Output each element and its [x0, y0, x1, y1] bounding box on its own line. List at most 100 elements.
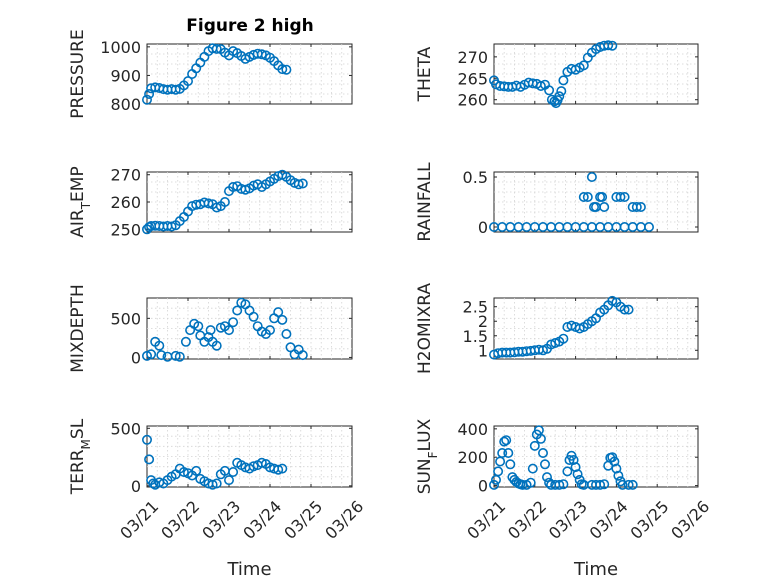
data-point — [170, 84, 181, 95]
data-point — [558, 333, 569, 344]
data-point — [635, 202, 646, 213]
x-tick-label: 03/22 — [504, 497, 550, 543]
data-point — [256, 457, 267, 468]
data-point — [572, 469, 583, 480]
data-point — [180, 336, 191, 347]
data-point — [611, 463, 622, 474]
subplot-4: 0 0.5 RAINFALL — [415, 162, 699, 242]
data-point — [211, 43, 222, 54]
data-point — [273, 307, 284, 318]
data-point — [544, 85, 555, 96]
data-point — [570, 462, 581, 473]
y-tick-label: 1000 — [100, 38, 141, 57]
x-tick-label: 03/23 — [545, 497, 591, 543]
data-point — [558, 75, 569, 86]
data-point — [297, 350, 308, 361]
data-point — [529, 440, 540, 451]
y-axis-label: MIXDEPTH — [68, 284, 88, 373]
y-tick-label: 260 — [110, 193, 141, 212]
subplot-grid: 800 900 1000 PRESSURE 260 265 270 THETA 25026027… — [68, 29, 713, 580]
data-point — [554, 479, 565, 490]
x-tick-label: 03/25 — [280, 497, 326, 543]
data-point — [643, 222, 654, 233]
data-point — [603, 40, 614, 51]
data-point — [277, 463, 288, 474]
data-point — [597, 192, 608, 203]
data-point — [631, 202, 642, 213]
data-point — [488, 479, 499, 490]
y-axis-label: THETA — [415, 46, 435, 102]
data-point — [211, 340, 222, 351]
subplot-3: 250 260 270 AIRTEMP — [68, 166, 353, 239]
data-point — [224, 475, 235, 486]
data-point — [599, 479, 610, 490]
y-tick-label: 1 — [478, 341, 488, 360]
data-point — [156, 350, 167, 361]
data-point — [599, 202, 610, 213]
y-tick-label: 500 — [110, 309, 141, 328]
y-tick-label: 200 — [457, 448, 488, 467]
data-point — [224, 325, 235, 336]
x-tick-label: 03/23 — [198, 497, 244, 543]
y-tick-label: 2.5 — [463, 298, 488, 317]
subplot-6: 11.522.5 H2OMIXRA — [415, 283, 699, 374]
y-tick-label: 500 — [110, 419, 141, 438]
data-point — [183, 76, 194, 87]
data-point — [623, 304, 634, 315]
data-point — [142, 94, 153, 105]
data-point — [273, 464, 284, 475]
data-point — [256, 49, 267, 60]
data-point — [619, 304, 630, 315]
y-tick-label: 1.5 — [463, 327, 488, 346]
data-point — [493, 466, 504, 477]
data-point — [586, 172, 597, 183]
data-point — [607, 40, 618, 51]
data-point — [582, 192, 593, 203]
data-point — [615, 192, 626, 203]
x-axis-label: Time — [226, 559, 271, 580]
data-point — [609, 456, 620, 467]
data-point — [578, 192, 589, 203]
data-point — [499, 436, 510, 447]
data-point — [228, 466, 239, 477]
x-tick-label: 03/24 — [239, 497, 285, 543]
data-point — [144, 454, 155, 465]
plot-area — [146, 171, 353, 233]
y-axis-label: RAINFALL — [415, 162, 435, 242]
data-point — [293, 179, 304, 190]
data-point — [281, 64, 292, 75]
data-point — [205, 325, 216, 336]
y-axis-label: SUNFLUX — [415, 418, 440, 494]
y-tick-label: 900 — [110, 66, 141, 85]
data-point — [613, 470, 624, 481]
subplot-2: 260 265 270 THETA — [415, 40, 699, 110]
data-point — [248, 311, 259, 322]
y-axis-label: PRESSURE — [68, 29, 88, 118]
data-point — [619, 192, 630, 203]
y-axis-label: H2OMIXRA — [415, 283, 435, 374]
data-point — [501, 435, 512, 446]
data-point — [527, 463, 538, 474]
data-point — [142, 434, 153, 445]
y-tick-label: 400 — [457, 420, 488, 439]
data-point — [617, 479, 628, 490]
data-point — [170, 350, 181, 361]
x-tick-label: 03/22 — [157, 497, 203, 543]
y-tick-label: 270 — [457, 48, 488, 67]
x-tick-label: 03/26 — [321, 497, 367, 543]
data-point — [562, 466, 573, 477]
y-tick-label: 250 — [110, 220, 141, 239]
data-point — [219, 197, 230, 208]
data-point — [627, 479, 638, 490]
y-tick-label: 265 — [457, 69, 488, 88]
data-point — [277, 314, 288, 325]
data-point — [623, 479, 634, 490]
data-point — [544, 477, 555, 488]
plot-area — [146, 425, 353, 488]
subplot-5: 0 500 MIXDEPTH — [68, 284, 353, 373]
data-point — [556, 86, 567, 97]
y-tick-label: 800 — [110, 95, 141, 114]
data-point — [535, 433, 546, 444]
data-point — [203, 198, 214, 209]
